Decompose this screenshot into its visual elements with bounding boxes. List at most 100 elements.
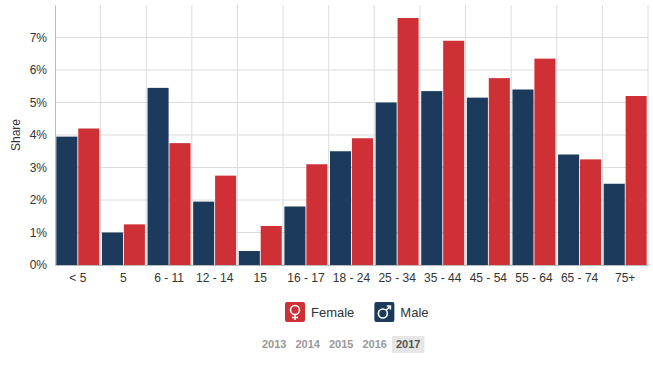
x-tick: 35 - 44	[424, 265, 462, 285]
category-separator	[374, 5, 375, 265]
x-tick-label: 15	[254, 271, 268, 285]
bar	[215, 176, 236, 265]
y-tick: 5%	[30, 96, 55, 110]
category-separator	[100, 5, 101, 265]
x-tick: 75+	[615, 265, 635, 285]
y-tick-label: 5%	[30, 96, 48, 110]
year-option[interactable]: 2016	[362, 338, 386, 350]
year-option[interactable]: 2017	[392, 336, 424, 353]
category-separator	[556, 5, 557, 265]
category-separator	[283, 5, 284, 265]
year-label[interactable]: 2013	[262, 338, 286, 350]
x-tick: 16 - 17	[287, 265, 325, 285]
x-axis-line	[56, 265, 649, 266]
y-tick: 1%	[30, 226, 55, 240]
y-tick: 2%	[30, 193, 55, 207]
category-separator	[602, 5, 603, 265]
bar	[512, 90, 533, 266]
year-label[interactable]: 2016	[362, 338, 386, 350]
year-option[interactable]: 2013	[262, 338, 286, 350]
bar	[580, 159, 601, 265]
legend-swatch[interactable]	[285, 302, 305, 322]
y-axis: 0%1%2%3%4%5%6%7%	[30, 6, 56, 273]
y-axis-line	[55, 6, 56, 266]
grid-line	[55, 37, 648, 38]
year-label[interactable]: 2014	[295, 338, 320, 350]
y-tick-label: 1%	[30, 226, 48, 240]
series-bars	[56, 88, 624, 265]
category-separator	[465, 5, 466, 265]
bar	[193, 202, 214, 265]
x-tick: 45 - 54	[470, 265, 508, 285]
y-tick: 3%	[30, 161, 55, 175]
x-tick: 65 - 74	[561, 265, 599, 285]
year-option[interactable]: 2015	[329, 338, 353, 350]
x-tick: < 5	[69, 265, 86, 285]
year-label[interactable]: 2017	[396, 338, 420, 350]
x-tick-label: 18 - 24	[333, 271, 371, 285]
x-tick-label: 75+	[615, 271, 635, 285]
legend-item[interactable]: Female	[285, 302, 354, 322]
bar	[239, 251, 260, 265]
category-separator	[191, 5, 192, 265]
category-separator	[146, 5, 147, 265]
x-tick: 5	[120, 265, 127, 285]
x-tick: 18 - 24	[333, 265, 371, 285]
x-tick-label: 25 - 34	[378, 271, 416, 285]
legend-icon	[378, 309, 387, 318]
y-tick-label: 6%	[30, 63, 48, 77]
year-option[interactable]: 2014	[295, 338, 320, 350]
category-separator	[328, 5, 329, 265]
legend-item[interactable]: Male	[374, 302, 428, 322]
bar	[330, 151, 351, 265]
chart: 0%1%2%3%4%5%6%7%< 556 - 1112 - 141516 - …	[0, 0, 653, 366]
x-axis: < 556 - 1112 - 141516 - 1718 - 2425 - 34…	[56, 265, 649, 285]
category-separator	[419, 5, 420, 265]
year-selector: 2013 2014 2015 2016 2017	[262, 336, 424, 353]
year-highlight[interactable]	[392, 336, 424, 353]
bar	[306, 164, 327, 265]
bar	[534, 59, 555, 265]
x-tick-label: 35 - 44	[424, 271, 462, 285]
grid	[55, 5, 648, 265]
y-tick-label: 0%	[30, 258, 48, 272]
y-tick: 7%	[30, 31, 55, 45]
x-tick: 12 - 14	[196, 265, 234, 285]
bar	[261, 226, 282, 265]
y-axis-title: Share	[9, 119, 23, 151]
bars	[56, 18, 646, 265]
legend-label[interactable]: Male	[400, 305, 428, 320]
bar	[421, 91, 442, 265]
x-tick-label: 16 - 17	[287, 271, 325, 285]
legend-icon	[291, 306, 300, 315]
y-tick-label: 7%	[30, 31, 48, 45]
x-tick-label: < 5	[69, 271, 86, 285]
bar	[148, 88, 169, 265]
grid-line	[55, 135, 648, 136]
grid-line	[55, 70, 648, 71]
bar	[467, 98, 488, 265]
legend-swatch[interactable]	[374, 302, 394, 322]
y-tick-label: 2%	[30, 193, 48, 207]
bar	[376, 103, 397, 266]
legend-label[interactable]: Female	[311, 305, 354, 320]
bar	[558, 155, 579, 266]
bar	[169, 143, 190, 265]
category-separator	[511, 5, 512, 265]
bar	[398, 18, 419, 265]
bar	[489, 78, 510, 265]
bar	[443, 41, 464, 265]
legend: Female Male	[285, 302, 429, 322]
year-label[interactable]: 2015	[329, 338, 353, 350]
bar	[626, 96, 647, 265]
series-bars	[78, 18, 646, 265]
y-tick-label: 3%	[30, 161, 48, 175]
x-tick: 25 - 34	[378, 265, 416, 285]
x-tick-label: 55 - 64	[515, 271, 553, 285]
bar	[102, 233, 123, 266]
bar	[604, 184, 625, 265]
bar	[124, 224, 145, 265]
category-separator	[237, 5, 238, 265]
grid-line	[55, 102, 648, 103]
y-tick: 0%	[30, 258, 55, 272]
